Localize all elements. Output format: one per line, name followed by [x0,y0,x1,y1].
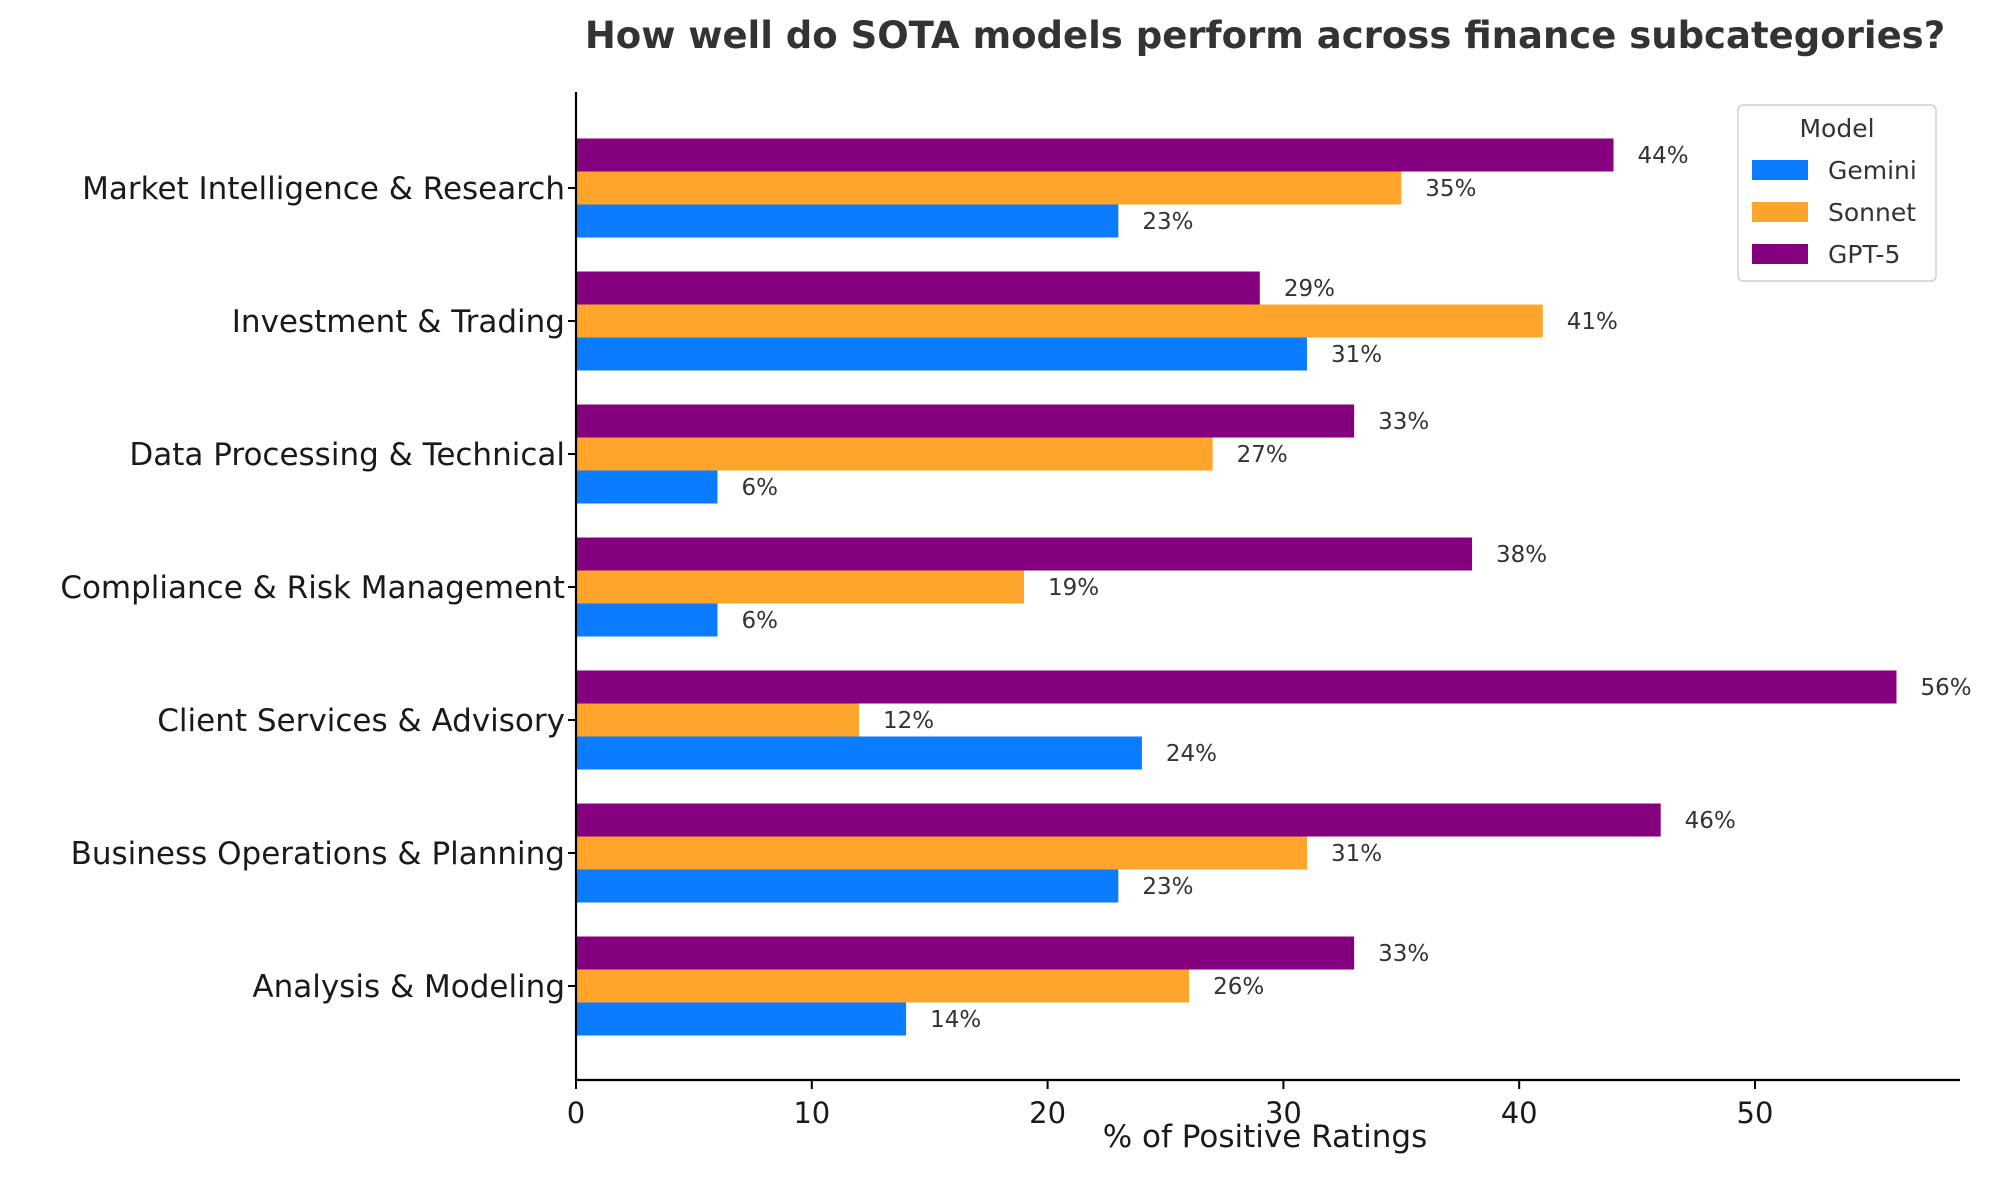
category-label-1: Investment & Trading [232,304,565,340]
value-label-sonnet-1: 41% [1567,309,1618,335]
legend-swatch-sonnet [1752,202,1808,222]
bar-gpt-5-0 [576,138,1614,172]
bar-gemini-5 [576,869,1119,903]
category-label-3: Compliance & Risk Management [60,570,565,606]
bar-gpt-5-1 [576,271,1260,305]
bar-gemini-3 [576,603,718,637]
bar-gemini-6 [576,1002,907,1036]
legend-swatch-gemini [1752,160,1808,180]
legend: Model Gemini Sonnet GPT-5 [1737,104,1937,282]
value-label-gpt-5-0: 44% [1638,143,1689,169]
category-label-4: Client Services & Advisory [157,703,565,739]
bar-sonnet-5 [576,836,1307,870]
value-labels-group: 23% 35% 44% 31% 41% 29% 6% 27% 33% 6% 19% 38% 24% 12%… [741,143,1971,1033]
category-label-5: Business Operations & Planning [71,836,565,872]
value-label-gpt-5-3: 38% [1496,542,1547,568]
bar-gemini-4 [576,736,1142,770]
bar-gemini-1 [576,337,1307,371]
bar-gpt-5-6 [576,936,1355,970]
value-label-gemini-1: 31% [1331,342,1382,368]
value-label-sonnet-5: 31% [1331,841,1382,867]
axes-group: Market Intelligence & Research Investment… [60,92,1960,1130]
value-label-gemini-6: 14% [930,1007,981,1033]
value-label-gemini-4: 24% [1166,741,1217,767]
legend-label-gpt-5: GPT-5 [1828,240,1900,269]
x-tick-label-0: 0 [567,1096,585,1130]
value-label-gemini-2: 6% [741,475,778,501]
value-label-gpt-5-2: 33% [1378,409,1429,435]
value-label-sonnet-3: 19% [1048,575,1099,601]
x-tick-label-1: 10 [793,1096,830,1130]
category-label-6: Analysis & Modeling [252,969,565,1005]
value-label-gemini-3: 6% [741,608,778,634]
value-label-gpt-5-6: 33% [1378,941,1429,967]
value-label-sonnet-6: 26% [1213,974,1264,1000]
bar-sonnet-1 [576,304,1543,338]
bar-gpt-5-3 [576,537,1473,571]
bar-sonnet-6 [576,969,1190,1003]
legend-swatch-gpt-5 [1752,244,1808,264]
value-label-gemini-5: 23% [1142,874,1193,900]
bar-sonnet-4 [576,703,859,737]
x-tick-label-5: 50 [1737,1096,1774,1130]
chart-title: How well do SOTA models perform across f… [585,14,1945,57]
value-label-gemini-0: 23% [1142,209,1193,235]
bar-gemini-0 [576,204,1119,238]
value-label-sonnet-2: 27% [1237,442,1288,468]
x-tick-label-4: 40 [1501,1096,1538,1130]
bar-gpt-5-4 [576,670,1897,704]
value-label-sonnet-0: 35% [1425,176,1476,202]
bar-sonnet-0 [576,171,1402,205]
bar-gemini-2 [576,470,718,504]
legend-title: Model [1799,114,1874,143]
category-label-2: Data Processing & Technical [129,437,565,473]
legend-label-sonnet: Sonnet [1828,198,1916,227]
legend-label-gemini: Gemini [1828,156,1917,185]
value-label-gpt-5-5: 46% [1685,808,1736,834]
x-tick-label-3: 30 [1265,1096,1302,1130]
bar-gpt-5-5 [576,803,1661,837]
legend-frame [1737,104,1937,282]
bars-group [576,138,1897,1036]
category-label-0: Market Intelligence & Research [82,171,565,207]
x-axis-title: % of Positive Ratings [1103,1119,1428,1155]
bar-sonnet-3 [576,570,1025,604]
value-label-gpt-5-4: 56% [1920,675,1971,701]
bar-sonnet-2 [576,437,1213,471]
bar-gpt-5-2 [576,404,1355,438]
value-label-gpt-5-1: 29% [1284,276,1335,302]
value-label-sonnet-4: 12% [883,708,934,734]
x-tick-label-2: 20 [1029,1096,1066,1130]
